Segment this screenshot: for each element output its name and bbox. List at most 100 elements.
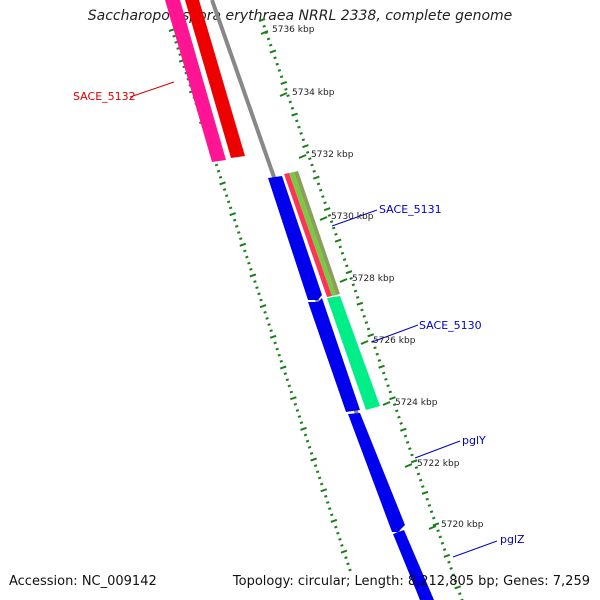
tick-dot	[275, 347, 279, 351]
tick-dot	[410, 459, 418, 464]
leader-SACE_5130	[371, 324, 419, 343]
tick-dot	[291, 112, 298, 117]
gene-SACE_5130-blue[interactable]	[308, 298, 360, 412]
tick-dot	[440, 541, 445, 545]
tick-5722: 5722 kbp	[404, 459, 460, 469]
tick-dot	[403, 434, 408, 438]
tick-dot	[273, 341, 277, 345]
tick-dot	[315, 470, 320, 474]
tick-dot	[216, 169, 221, 173]
tick-dot	[438, 535, 442, 539]
leader-SACE_5131	[331, 209, 378, 227]
tick-dot	[288, 100, 292, 104]
tick-5734: 5734 kbp	[279, 88, 335, 98]
outer-tick-ring	[258, 18, 464, 600]
gene-red-block[interactable]	[185, 0, 245, 158]
tick-label: 5732 kbp	[311, 150, 354, 160]
tick-dot	[317, 476, 322, 480]
tick-dot	[382, 371, 386, 375]
tick-dot	[373, 346, 377, 350]
tick-dot	[277, 69, 282, 72]
leader-pglY	[414, 440, 461, 459]
tick-dot	[300, 426, 307, 431]
tick-dot	[454, 585, 461, 590]
tick-dot	[323, 201, 327, 205]
tick-dot	[329, 220, 334, 224]
tick-dot	[362, 314, 366, 318]
tick-dot	[378, 364, 385, 369]
tick-dot	[360, 308, 364, 312]
tick-dot	[449, 567, 453, 570]
tick-dot	[399, 427, 407, 432]
tick-dot	[255, 286, 259, 290]
tick-dot	[305, 439, 310, 443]
tick-dot	[290, 106, 295, 110]
tick-dot	[392, 403, 397, 406]
gene-label[interactable]: SACE_5131	[379, 203, 442, 216]
tick-dot	[364, 321, 369, 325]
tick-dot	[318, 188, 323, 192]
tick-label: 5736 kbp	[272, 25, 315, 35]
tick-dot	[269, 49, 277, 54]
tick-dot	[237, 231, 241, 234]
gene-label[interactable]: pglZ	[500, 533, 525, 546]
tick-dot	[338, 245, 342, 249]
gene-SACE_5131-red[interactable]	[284, 173, 332, 297]
tick-dot	[340, 549, 348, 554]
tick-dot	[290, 396, 297, 401]
tick-dot	[239, 237, 243, 241]
gene-label[interactable]: pglY	[462, 434, 486, 447]
gene-SACE_5131-olive[interactable]	[294, 171, 340, 295]
tick-dot	[388, 390, 392, 394]
tick-dot	[356, 301, 364, 306]
tick-dot	[279, 359, 283, 363]
tick-dot	[224, 194, 229, 198]
tick-dot	[389, 396, 396, 401]
tick-dot	[299, 132, 303, 135]
tick-dot	[302, 144, 309, 149]
tick-dot	[323, 207, 331, 212]
tick-dot	[229, 212, 237, 217]
tick-dot	[366, 327, 371, 331]
gene-pglY-blue[interactable]	[348, 413, 405, 532]
tick-dot	[353, 289, 358, 293]
tick-dot	[399, 422, 403, 425]
tick-dot	[345, 270, 353, 275]
tick-dot	[425, 497, 429, 501]
tick-dot	[285, 378, 290, 382]
tick-dot	[275, 62, 279, 66]
tick-dot	[280, 81, 288, 86]
gene-label[interactable]: SACE_5130	[419, 319, 482, 332]
tick-label: 5726 kbp	[373, 336, 416, 346]
tick-dot	[269, 334, 277, 339]
tick-dot	[174, 40, 178, 44]
tick-dot	[259, 304, 267, 309]
tick-dot	[346, 562, 350, 566]
gene-SACE_5131-blue[interactable]	[268, 176, 322, 300]
tick-dot	[297, 415, 302, 419]
tick-dot	[301, 138, 306, 142]
gene-label[interactable]: SACE_5132	[73, 90, 136, 103]
tick-dot	[307, 445, 312, 449]
tick-dot	[334, 525, 338, 529]
tick-5720: 5720 kbp	[428, 520, 484, 530]
gene-SACE_5132-pink[interactable]	[165, 0, 226, 162]
tick-dot	[410, 453, 414, 457]
tick-dot	[305, 150, 310, 154]
gene-SACE_5131-green[interactable]	[289, 172, 336, 296]
tick-dot	[336, 531, 340, 535]
tick-dot	[386, 384, 390, 388]
tick-dot	[416, 472, 421, 476]
tick-dot	[313, 175, 320, 180]
tick-dot	[310, 457, 317, 462]
tick-dot	[429, 510, 434, 514]
tick-dot	[273, 56, 277, 60]
gene-pglZ-blue[interactable]	[393, 530, 434, 600]
tick-dot	[265, 316, 269, 320]
tick-dot	[249, 273, 257, 278]
topology-summary: Topology: circular; Length: 8,212,805 bp…	[232, 574, 590, 589]
tick-dot	[421, 485, 425, 488]
tick-dot	[266, 37, 271, 41]
tick-dot	[432, 522, 440, 527]
gene-SACE_5130-green[interactable]	[327, 296, 380, 410]
